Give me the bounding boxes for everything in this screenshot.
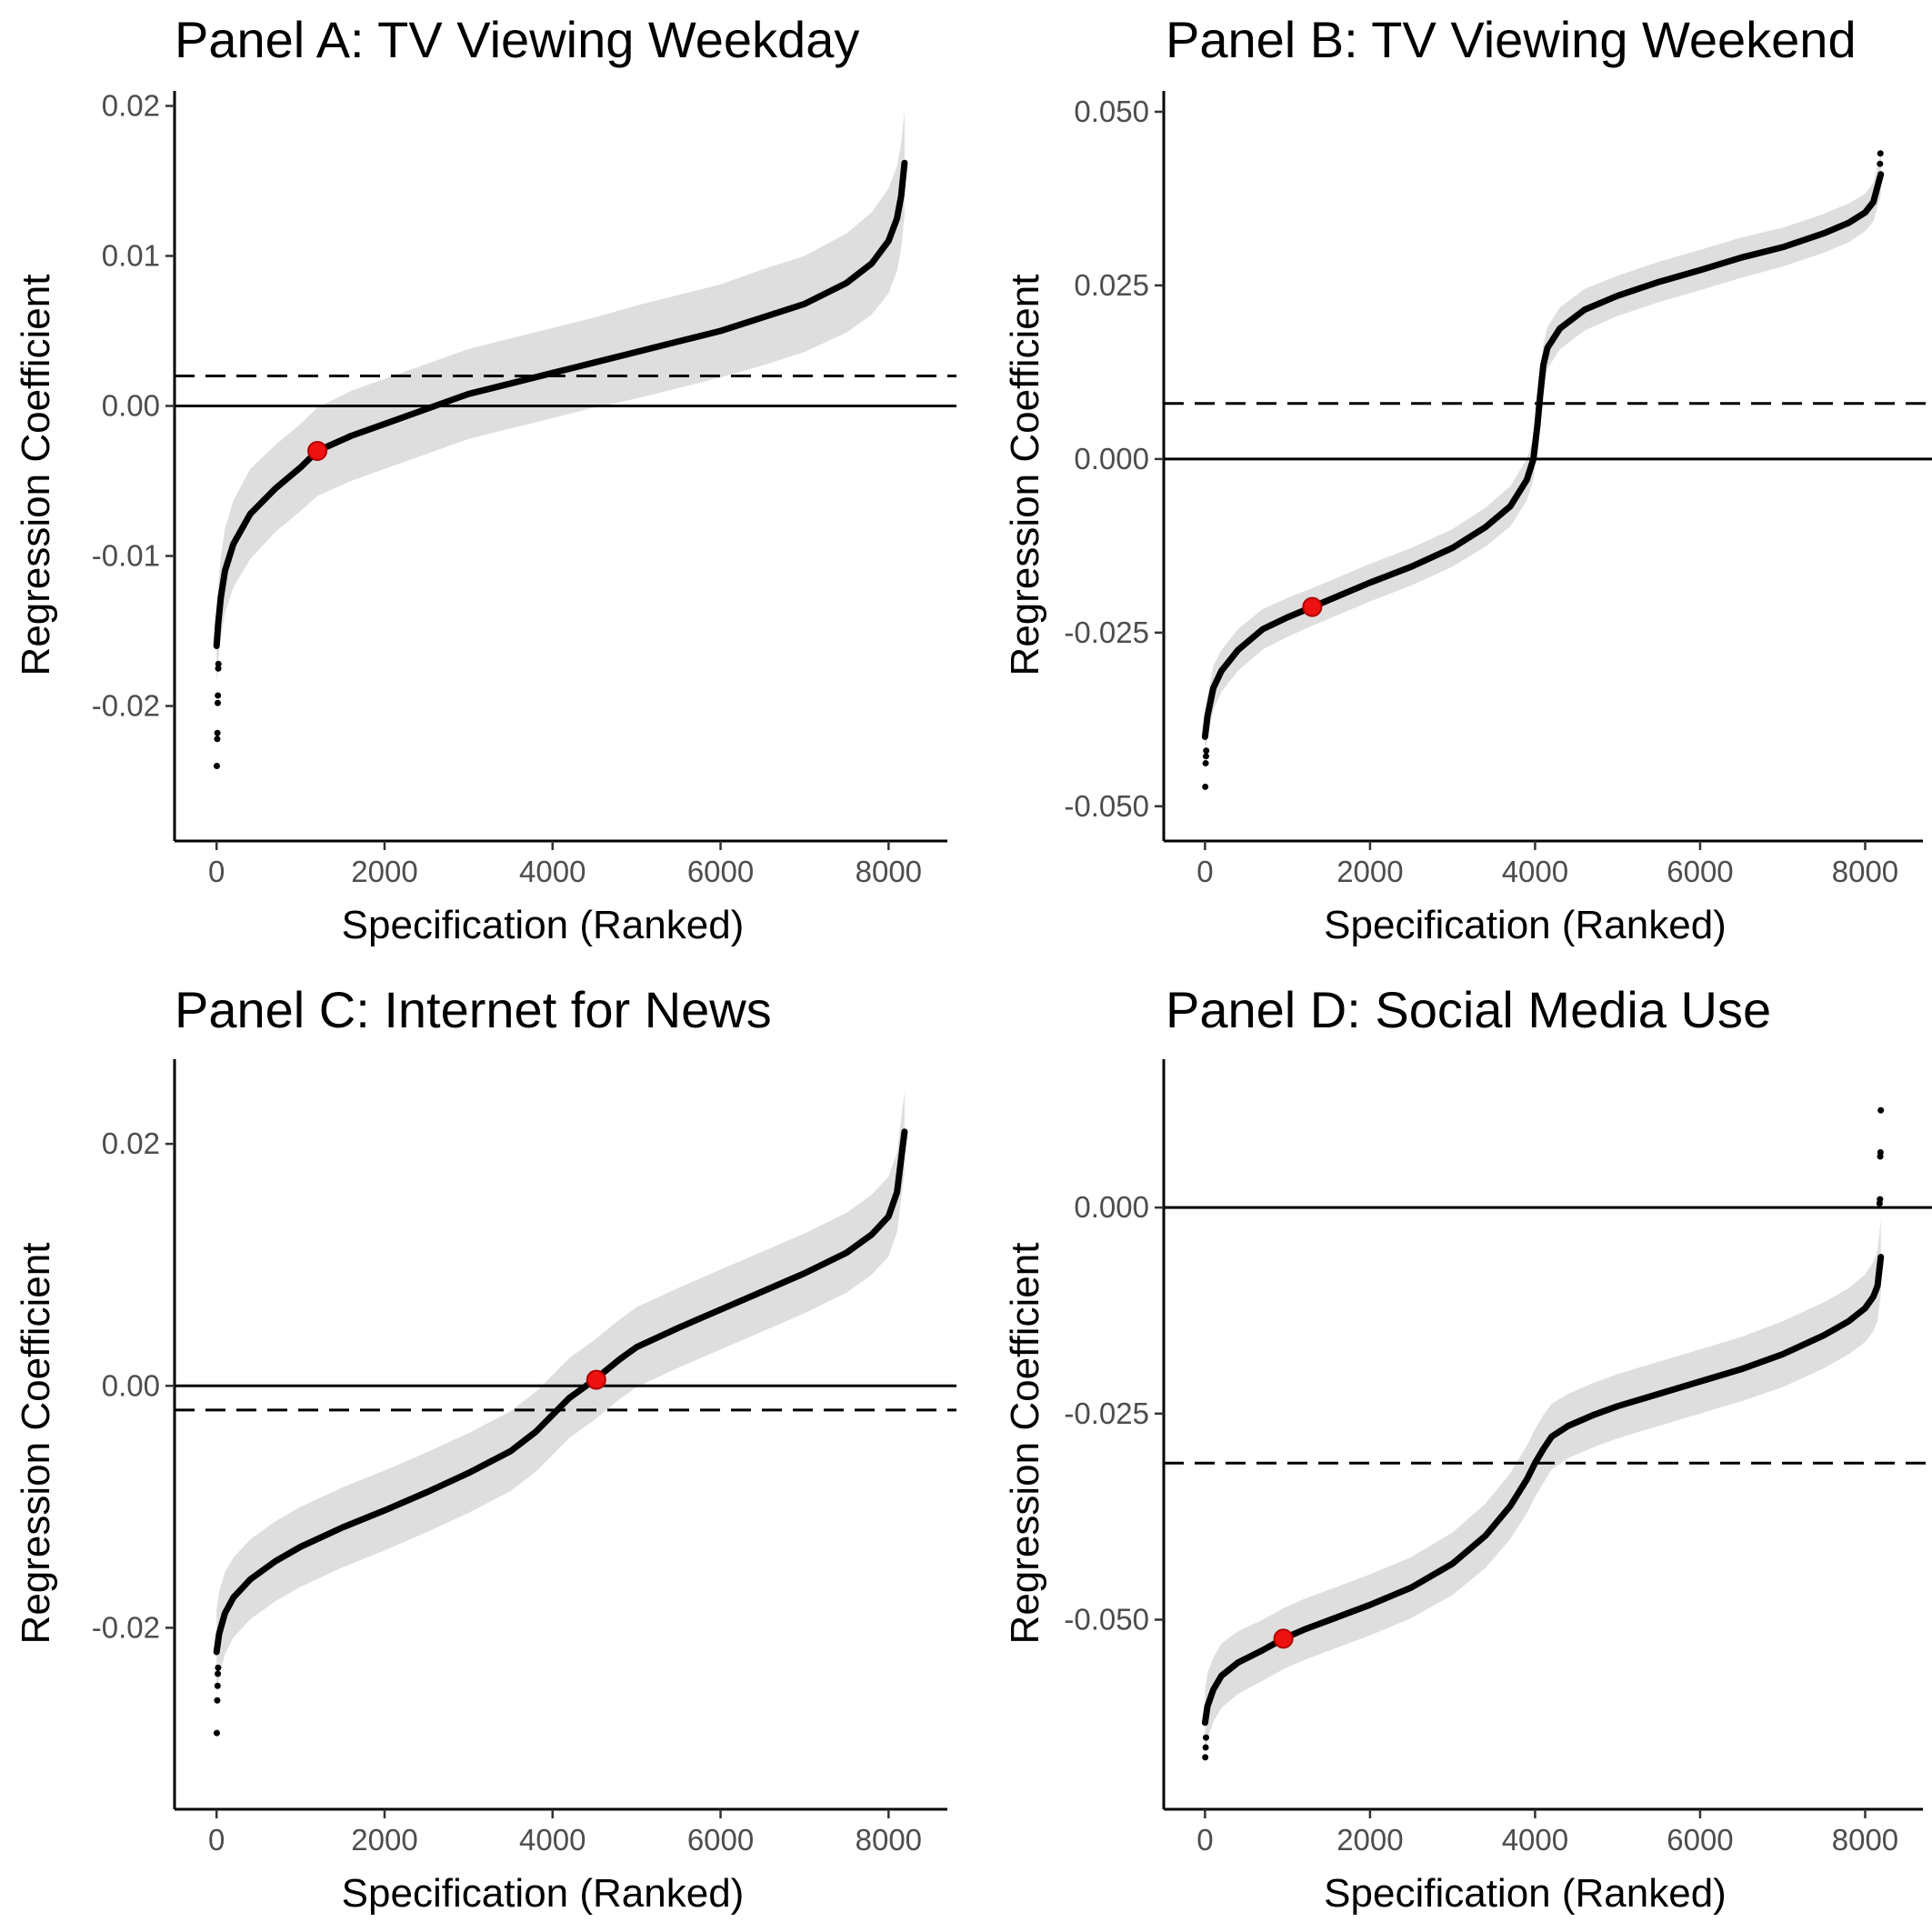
- panel-c-title: Panel C: Internet for News: [175, 981, 772, 1038]
- panel-b-outlier-point: [1202, 759, 1209, 766]
- panel-c-x-axis-title: Specification (Ranked): [342, 1871, 745, 1916]
- panel-a-outlier-point: [215, 660, 222, 667]
- panel-b-x-tick-label: 2000: [1336, 855, 1403, 888]
- panel-c-y-axis-title: Regression Coefficient: [14, 1243, 58, 1645]
- panel-b-confidence-band: [1205, 153, 1881, 758]
- panel-a-outlier-point: [213, 763, 220, 769]
- panel-b-title: Panel B: TV Viewing Weekend: [1166, 11, 1857, 68]
- panel-b-y-tick-label: 0.050: [1074, 95, 1149, 128]
- panel-b-x-tick-label: 8000: [1832, 855, 1898, 888]
- panel-a-y-tick-label: 0.00: [102, 389, 160, 423]
- panel-a-title: Panel A: TV Viewing Weekday: [175, 11, 859, 68]
- panel-a-x-tick-label: 6000: [687, 855, 754, 888]
- panel-d: 0 2000 4000 6000 8000 -0.050 -0.025 0.000 Panel …: [1003, 981, 1932, 1916]
- panel-a-x-tick-label: 4000: [519, 855, 586, 888]
- panel-a-outlier-point: [214, 699, 221, 706]
- panel-a-x-tick-label: 2000: [351, 855, 417, 888]
- panel-d-x-tick-label: 4000: [1502, 1823, 1568, 1857]
- panel-a-confidence-band: [216, 110, 905, 684]
- panel-d-y-tick-label: 0.000: [1074, 1190, 1149, 1224]
- panel-c-outlier-point: [214, 1682, 221, 1689]
- panel-a-outlier-point: [215, 665, 222, 672]
- panel-a-x-axis-title: Specification (Ranked): [342, 903, 745, 947]
- panel-b-x-tick-label: 4000: [1502, 855, 1568, 888]
- panel-d-outlier-point: [1877, 1196, 1884, 1203]
- panel-a-outlier-point: [214, 729, 221, 736]
- panel-a-coefficient-curve: [213, 159, 908, 649]
- panel-d-outlier-point: [1202, 1744, 1209, 1751]
- panel-b-y-tick-label: 0.025: [1074, 268, 1149, 302]
- panel-d-outlier-point: [1877, 1106, 1885, 1114]
- panel-b-y-tick-label: -0.025: [1064, 616, 1149, 649]
- panel-d-y-tick-label: -0.025: [1064, 1396, 1149, 1430]
- panel-c: 0 2000 4000 6000 8000 -0.02 0.00 0.02 Panel C: I…: [14, 981, 956, 1916]
- panel-c-x-tick-label: 6000: [687, 1823, 754, 1857]
- panel-c-outlier-point: [213, 1729, 220, 1737]
- panel-a-x-tick-label: 8000: [856, 855, 922, 888]
- panel-c-highlight-point: [586, 1369, 606, 1390]
- panel-b-coefficient-curve: [1201, 171, 1885, 740]
- panel-b-y-tick-label: -0.050: [1064, 789, 1149, 823]
- panel-a-y-tick-label: 0.02: [102, 89, 160, 123]
- panel-c-confidence-band: [216, 1091, 905, 1695]
- panel-d-x-tick-label: 8000: [1832, 1823, 1898, 1857]
- panel-b-outlier-point: [1203, 747, 1210, 755]
- panel-c-y-tick-label: -0.02: [92, 1610, 160, 1644]
- panel-c-y-tick-label: 0.02: [102, 1126, 160, 1160]
- panel-d-outlier-point: [1202, 1734, 1209, 1741]
- panel-b-highlight-point: [1302, 596, 1323, 617]
- panel-b-outlier-point: [1877, 160, 1884, 167]
- panel-c-outlier-point: [215, 1670, 222, 1677]
- panel-a-outlier-point: [214, 736, 221, 743]
- panel-d-title: Panel D: Social Media Use: [1166, 981, 1771, 1038]
- panel-d-y-axis-title: Regression Coefficient: [1003, 1243, 1047, 1645]
- panel-a-x-tick-label: 0: [208, 855, 225, 888]
- panel-d-outlier-point: [1877, 1148, 1884, 1156]
- panel-a-y-axis-title: Regression Coefficient: [14, 275, 58, 676]
- panel-b-outlier-point: [1202, 753, 1209, 760]
- panel-d-highlight-point: [1273, 1628, 1294, 1649]
- panel-b-y-axis-title: Regression Coefficient: [1003, 275, 1047, 676]
- panel-a-y-tick-label: -0.01: [92, 539, 160, 573]
- panel-d-coefficient-curve: [1201, 1254, 1885, 1727]
- panel-c-outlier-point: [214, 1697, 221, 1704]
- panel-a: 0 2000 4000 6000 8000 -0.02 -0.01 0.00 0.01 0.02 P…: [14, 11, 956, 947]
- panel-d-outlier-point: [1202, 1754, 1209, 1761]
- panel-b-outlier-point: [1877, 150, 1884, 157]
- panel-d-y-tick-label: -0.050: [1064, 1602, 1149, 1636]
- panel-c-coefficient-curve: [213, 1128, 908, 1656]
- panel-b: 0 2000 4000 6000 8000 -0.050 -0.025 0.000 0.025 0…: [1003, 11, 1932, 947]
- panel-c-x-tick-label: 4000: [519, 1823, 586, 1857]
- panel-b-x-axis-title: Specification (Ranked): [1324, 903, 1727, 947]
- panel-c-x-tick-label: 2000: [351, 1823, 417, 1857]
- panel-b-x-tick-label: 0: [1196, 855, 1213, 888]
- panel-d-x-axis-title: Specification (Ranked): [1324, 1871, 1727, 1916]
- panel-d-x-tick-label: 0: [1196, 1823, 1213, 1857]
- panel-a-y-tick-label: 0.01: [102, 239, 160, 273]
- panel-c-y-tick-label: 0.00: [102, 1368, 160, 1402]
- panel-b-y-tick-label: 0.000: [1074, 442, 1149, 475]
- panel-c-outlier-point: [215, 1664, 222, 1671]
- panel-d-x-tick-label: 6000: [1667, 1823, 1733, 1857]
- panel-c-x-tick-label: 8000: [856, 1823, 922, 1857]
- panel-a-highlight-point: [307, 441, 328, 461]
- panel-d-x-tick-label: 2000: [1336, 1823, 1403, 1857]
- panel-b-outlier-point: [1202, 783, 1209, 790]
- panel-b-x-tick-label: 6000: [1667, 855, 1733, 888]
- panel-a-y-tick-label: -0.02: [92, 689, 160, 723]
- panel-c-x-tick-label: 0: [208, 1823, 225, 1857]
- panel-d-confidence-band: [1205, 1219, 1881, 1757]
- panel-a-outlier-point: [215, 692, 222, 699]
